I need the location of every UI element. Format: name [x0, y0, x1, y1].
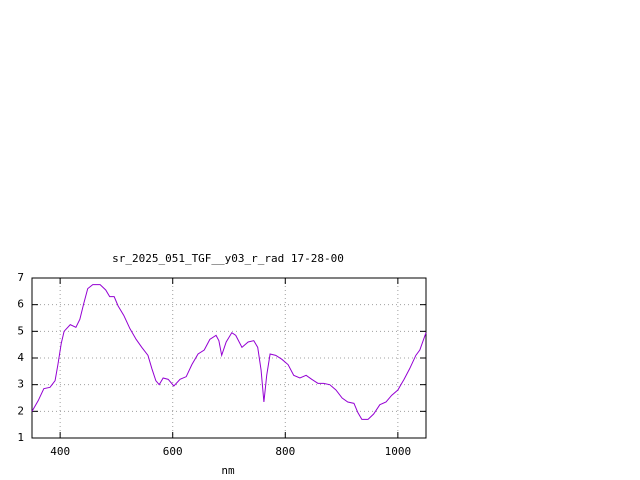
y-tick-label: 4	[17, 351, 24, 364]
data-line	[31, 284, 427, 420]
plot-border	[31, 277, 427, 439]
x-axis-label: nm	[221, 464, 235, 477]
x-tick-label: 600	[163, 445, 183, 458]
x-tick-label: 1000	[385, 445, 412, 458]
y-tick-label: 7	[17, 271, 24, 284]
y-tick-label: 5	[17, 324, 24, 337]
y-tick-label: 2	[17, 404, 24, 417]
y-tick-label: 6	[17, 298, 24, 311]
x-tick-label: 800	[275, 445, 295, 458]
y-tick-label: 3	[17, 378, 24, 391]
y-tick-label: 1	[17, 431, 24, 444]
x-tick-label: 400	[50, 445, 70, 458]
chart-title: sr_2025_051_TGF__y03_r_rad 17-28-00	[112, 252, 344, 265]
